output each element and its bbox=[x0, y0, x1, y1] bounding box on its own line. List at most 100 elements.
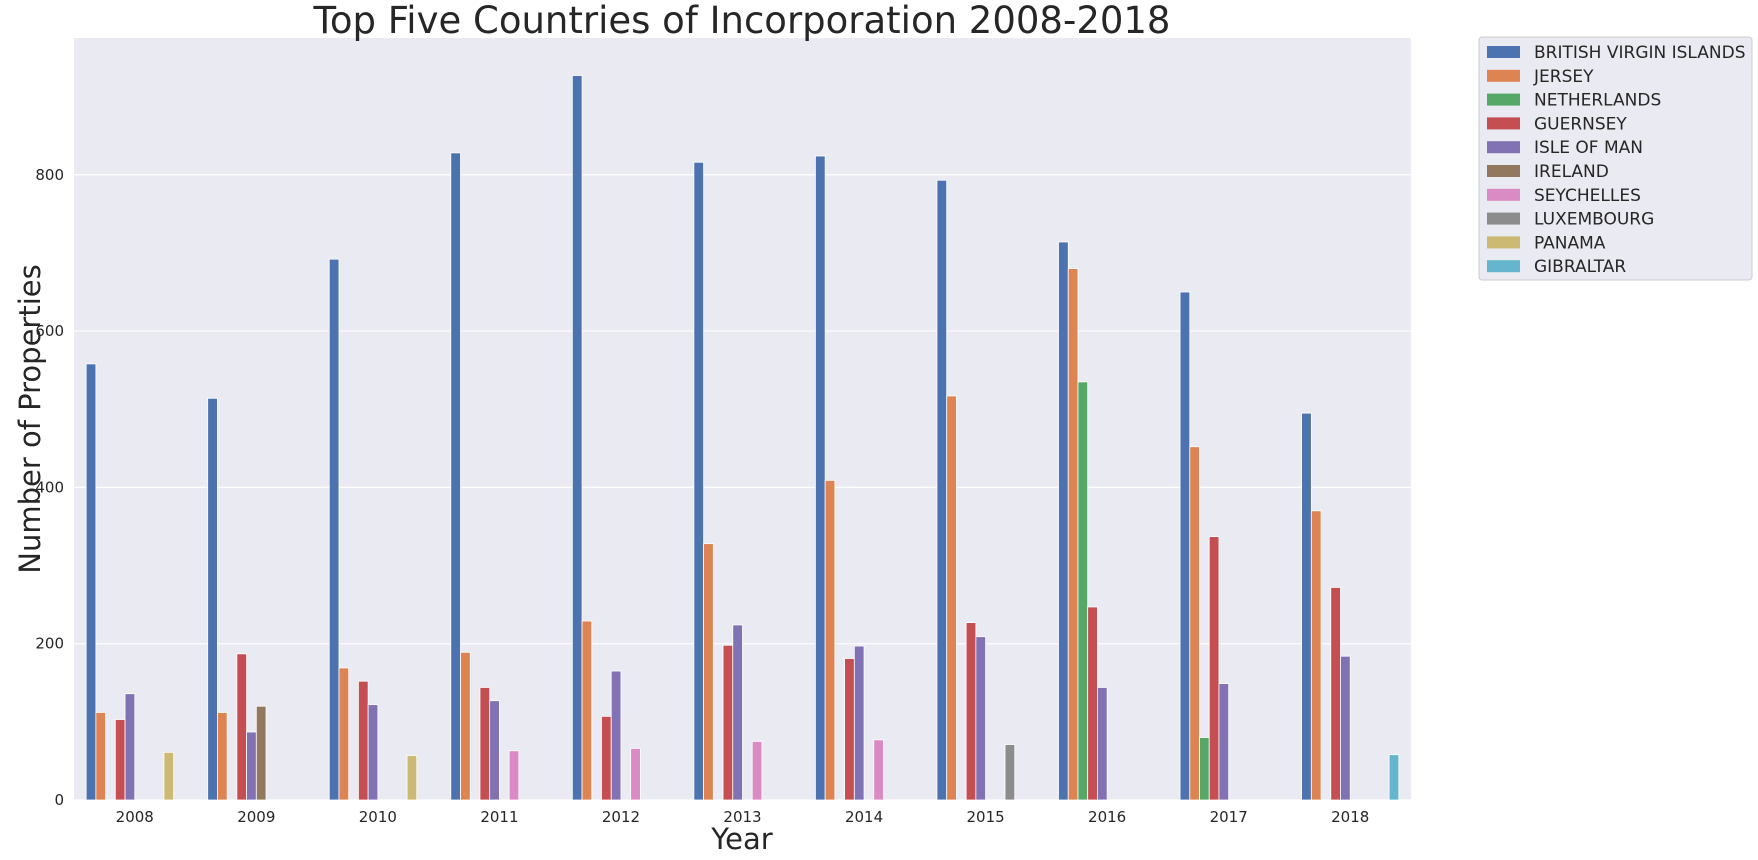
bar bbox=[367, 704, 379, 801]
bar bbox=[824, 479, 836, 801]
bar bbox=[328, 258, 340, 801]
bar bbox=[1208, 536, 1220, 801]
legend-label: GIBRALTAR bbox=[1534, 257, 1626, 277]
legend-swatch bbox=[1487, 236, 1520, 249]
bar bbox=[1067, 268, 1079, 801]
legend-label: ISLE OF MAN bbox=[1534, 138, 1643, 158]
bar bbox=[207, 397, 218, 801]
bar bbox=[1388, 754, 1400, 801]
bar bbox=[571, 75, 583, 801]
x-tick-label: 2010 bbox=[359, 808, 397, 826]
bar bbox=[1340, 655, 1351, 801]
bar bbox=[217, 712, 228, 801]
bar bbox=[965, 622, 977, 801]
legend-frame bbox=[1478, 36, 1753, 281]
x-tick-label: 2014 bbox=[845, 808, 883, 826]
bar bbox=[124, 693, 136, 801]
legend-swatch bbox=[1487, 69, 1520, 82]
bar bbox=[815, 155, 826, 801]
x-tick-label: 2012 bbox=[602, 808, 640, 826]
bar bbox=[946, 395, 957, 801]
legend-label: LUXEMBOURG bbox=[1534, 210, 1654, 230]
x-tick-label: 2009 bbox=[237, 808, 275, 826]
x-tick-label: 2015 bbox=[966, 808, 1004, 826]
legend-label: PANAMA bbox=[1534, 233, 1606, 253]
chart-title: Top Five Countries of Incorporation 2008… bbox=[313, 0, 1171, 42]
bar bbox=[853, 645, 865, 801]
bar bbox=[338, 667, 350, 801]
bar bbox=[255, 705, 267, 801]
bar bbox=[601, 715, 612, 801]
x-tick-label: 2017 bbox=[1210, 808, 1248, 826]
y-tick-label: 400 bbox=[35, 478, 64, 496]
bar bbox=[693, 161, 705, 801]
bar bbox=[85, 363, 97, 801]
bars bbox=[85, 75, 1400, 801]
x-tick-label: 2008 bbox=[116, 808, 154, 826]
bar bbox=[163, 751, 175, 801]
legend-swatch bbox=[1487, 93, 1520, 106]
legend-swatch bbox=[1487, 260, 1520, 273]
legend-swatch bbox=[1487, 117, 1520, 130]
legend-swatch bbox=[1487, 212, 1520, 225]
bar bbox=[479, 687, 491, 801]
x-axis-title: Year bbox=[710, 822, 772, 856]
legend-label: GUERNSEY bbox=[1534, 114, 1627, 134]
bar bbox=[406, 755, 418, 801]
bar bbox=[450, 152, 461, 801]
bar bbox=[975, 636, 986, 801]
legend-label: NETHERLANDS bbox=[1534, 91, 1661, 111]
bar bbox=[1199, 737, 1210, 801]
x-tick-label: 2018 bbox=[1331, 808, 1369, 826]
bar bbox=[95, 712, 107, 801]
bar bbox=[1097, 687, 1108, 801]
bar bbox=[508, 750, 520, 801]
y-axis-title: Number of Properties bbox=[13, 264, 47, 573]
bar bbox=[1310, 510, 1322, 801]
y-tick-label: 800 bbox=[35, 166, 64, 184]
legend-label: IRELAND bbox=[1534, 162, 1609, 182]
bar bbox=[1189, 446, 1200, 801]
bar bbox=[1077, 381, 1089, 801]
legend: BRITISH VIRGIN ISLANDS JERSEY NETHERLANDS G… bbox=[1478, 36, 1753, 281]
x-tick-label: 2011 bbox=[480, 808, 518, 826]
bar bbox=[1218, 683, 1230, 801]
bar bbox=[1179, 291, 1191, 801]
bar bbox=[581, 620, 593, 801]
bar bbox=[844, 658, 855, 801]
legend-swatch bbox=[1487, 141, 1520, 154]
bar bbox=[489, 700, 500, 801]
bar bbox=[246, 731, 257, 801]
y-tick-labels: 0 200 400 600 800 bbox=[35, 166, 64, 809]
x-tick-label: 2016 bbox=[1088, 808, 1126, 826]
bar bbox=[732, 624, 743, 801]
bar bbox=[1004, 744, 1016, 801]
bar bbox=[703, 543, 714, 801]
bar bbox=[1330, 587, 1341, 801]
bar bbox=[1301, 412, 1312, 801]
y-tick-label: 0 bbox=[54, 791, 64, 809]
bar bbox=[460, 651, 471, 801]
x-tick-label: 2013 bbox=[723, 808, 761, 826]
x-tick-labels: 2008 2009 2010 2011 2012 2013 2014 2015 2016 2017… bbox=[116, 808, 1370, 826]
bar bbox=[114, 719, 126, 801]
bar bbox=[236, 653, 247, 801]
y-tick-label: 200 bbox=[35, 635, 64, 653]
legend-swatch bbox=[1487, 165, 1520, 177]
bar bbox=[1058, 241, 1069, 801]
bar bbox=[751, 740, 763, 801]
bar bbox=[610, 670, 622, 801]
bar bbox=[1087, 606, 1098, 801]
y-tick-label: 600 bbox=[35, 322, 64, 340]
legend-swatch bbox=[1487, 46, 1520, 58]
bar bbox=[630, 748, 641, 801]
legend-swatch bbox=[1487, 188, 1520, 201]
legend-label: BRITISH VIRGIN ISLANDS bbox=[1534, 43, 1746, 63]
bar bbox=[358, 680, 369, 801]
bar bbox=[936, 179, 948, 801]
bar bbox=[722, 644, 734, 801]
legend-label: SEYCHELLES bbox=[1534, 186, 1641, 206]
legend-label: JERSEY bbox=[1533, 67, 1594, 87]
bar bbox=[873, 739, 884, 801]
